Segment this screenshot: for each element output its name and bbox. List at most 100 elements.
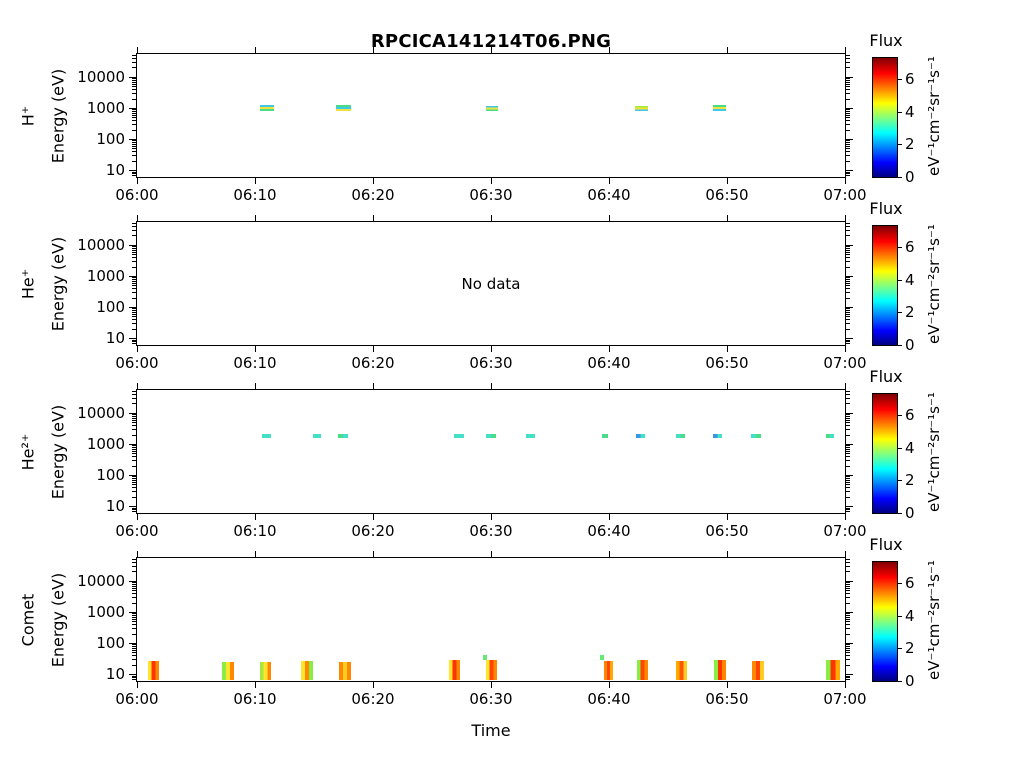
no-data-label: No data [461, 274, 521, 293]
y-minor-tick-left [132, 173, 136, 174]
y-minor-tick-right [846, 615, 850, 616]
flux-event-blob [147, 660, 160, 680]
flux-event-blob [482, 654, 488, 661]
flux-event-blob [259, 105, 274, 112]
y-minor-tick-left [132, 476, 136, 477]
energy-axis-label: Energy (eV) [48, 404, 68, 499]
y-minor-tick-right [846, 279, 850, 280]
y-minor-tick-right [846, 82, 850, 83]
y-minor-tick-left [132, 172, 136, 173]
x-tick-label: 06:10 [233, 354, 277, 372]
y-minor-tick-right [846, 261, 850, 262]
y-minor-tick-left [132, 252, 136, 253]
y-minor-tick-left [132, 665, 136, 666]
y-minor-tick-right [846, 480, 850, 481]
y-minor-tick-left [132, 319, 136, 320]
flux-event-blob [486, 433, 496, 438]
y-minor-tick-right [846, 93, 850, 94]
x-tick-label: 07:00 [823, 354, 867, 372]
y-minor-tick-left [132, 340, 136, 341]
y-tick-label: 10 [105, 161, 125, 179]
x-tick-top [137, 551, 138, 557]
y-minor-tick-right [846, 676, 850, 677]
y-tick-right [846, 444, 853, 445]
colorbar-tick [898, 280, 902, 281]
y-minor-tick-right [846, 175, 850, 176]
y-minor-tick-left [132, 248, 136, 249]
y-minor-tick-left [132, 487, 136, 488]
x-tick-bottom [491, 178, 492, 184]
y-tick-label: 10 [105, 665, 125, 683]
y-minor-tick-right [846, 252, 850, 253]
x-tick-label: 06:00 [115, 186, 159, 204]
y-minor-tick-right [846, 425, 850, 426]
colorbar-tick-label: 4 [905, 271, 915, 289]
flux-event-blob [337, 433, 349, 438]
y-minor-tick-right [846, 590, 850, 591]
y-minor-tick-right [846, 435, 850, 436]
y-minor-tick-left [132, 257, 136, 258]
y-minor-tick-left [132, 80, 136, 81]
colorbar-tick [898, 144, 902, 145]
y-minor-tick-right [846, 172, 850, 173]
x-tick-top [845, 383, 846, 389]
y-minor-tick-right [846, 146, 850, 147]
y-minor-tick-right [846, 329, 850, 330]
y-minor-tick-right [846, 484, 850, 485]
y-minor-tick-left [132, 584, 136, 585]
y-minor-tick-right [846, 111, 850, 112]
y-minor-tick-right [846, 613, 850, 614]
species-label: He⁺ [18, 268, 38, 299]
y-tick-right [846, 139, 853, 140]
y-tick-left [129, 444, 136, 445]
y-minor-tick-right [846, 80, 850, 81]
y-minor-tick-right [846, 619, 850, 620]
colorbar-tick-label: 4 [905, 439, 915, 457]
y-minor-tick-right [846, 226, 850, 227]
colorbar-unit-label: eV⁻¹cm⁻²sr⁻¹s⁻¹ [925, 55, 943, 176]
x-tick-top [609, 47, 610, 53]
y-minor-tick-right [846, 235, 850, 236]
x-tick-bottom [137, 682, 138, 688]
y-minor-tick-left [132, 316, 136, 317]
y-minor-tick-left [132, 111, 136, 112]
y-minor-tick-left [132, 508, 136, 509]
colorbar-title: Flux [869, 367, 903, 386]
y-tick-label: 10 [105, 329, 125, 347]
y-minor-tick-left [132, 279, 136, 280]
y-minor-tick-right [846, 109, 850, 110]
flux-event-blob [712, 433, 723, 438]
y-minor-tick-left [132, 148, 136, 149]
colorbar-tick [898, 247, 902, 248]
colorbar-unit-label: eV⁻¹cm⁻²sr⁻¹s⁻¹ [925, 223, 943, 344]
y-minor-tick-left [132, 603, 136, 604]
y-minor-tick-left [132, 230, 136, 231]
y-minor-tick-right [846, 343, 850, 344]
x-tick-label: 06:00 [115, 690, 159, 708]
y-tick-label: 100 [96, 298, 125, 316]
colorbar-tick [898, 616, 902, 617]
x-tick-top [845, 551, 846, 557]
x-tick-bottom [373, 514, 374, 520]
y-minor-tick-left [132, 484, 136, 485]
colorbar-gradient [872, 561, 898, 682]
y-minor-tick-left [132, 418, 136, 419]
y-minor-tick-right [846, 250, 850, 251]
x-tick-top [609, 215, 610, 221]
flux-event-blob [222, 661, 234, 680]
y-minor-tick-right [846, 460, 850, 461]
colorbar-tick [898, 415, 902, 416]
y-minor-tick-right [846, 140, 850, 141]
figure-title: RPCICA141214T06.PNG [370, 31, 612, 52]
x-tick-label: 06:20 [351, 522, 395, 540]
colorbar-tick [898, 648, 902, 649]
colorbar-gradient [872, 225, 898, 346]
y-minor-tick-left [132, 621, 136, 622]
x-tick-bottom [137, 178, 138, 184]
y-minor-tick-left [132, 329, 136, 330]
flux-event-blob [448, 660, 461, 680]
y-minor-tick-right [846, 288, 850, 289]
y-tick-label: 10 [105, 497, 125, 515]
y-minor-tick-left [132, 292, 136, 293]
y-minor-tick-right [846, 285, 850, 286]
